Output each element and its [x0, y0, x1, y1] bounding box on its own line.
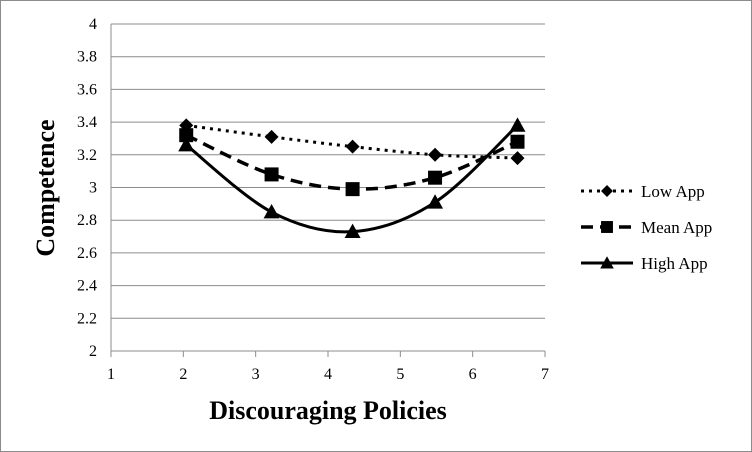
legend-item: Mean App: [581, 218, 712, 237]
y-tick-label: 2.8: [77, 212, 97, 229]
legend-label: Low App: [641, 182, 705, 201]
y-tick-label: 3.2: [77, 147, 97, 164]
y-axis-title: Competence: [31, 119, 60, 256]
x-axis-title: Discouraging Policies: [209, 396, 447, 425]
legend-label: High App: [641, 254, 708, 273]
series-mean-app: [179, 128, 525, 197]
data-point-diamond: [345, 139, 360, 154]
legend-item: Low App: [581, 182, 705, 201]
y-tick-label: 3.8: [77, 49, 97, 66]
x-tick-label: 5: [396, 366, 404, 383]
series-layer: [178, 117, 526, 239]
gridlines: [111, 23, 545, 352]
x-tick-label: 6: [469, 366, 477, 383]
legend-item: High App: [581, 254, 708, 273]
y-tick-label: 2.4: [77, 278, 97, 295]
data-point-diamond: [510, 151, 525, 166]
data-point-triangle: [263, 204, 280, 219]
data-point-triangle: [178, 136, 195, 152]
y-tick-label: 2.2: [77, 310, 97, 327]
data-point-square: [179, 128, 194, 143]
data-point-square: [345, 182, 360, 197]
data-point-square: [264, 167, 279, 182]
data-point-square: [428, 170, 443, 185]
axes: 22.22.42.62.833.23.43.63.841 2 3 4 5 6 7: [77, 16, 549, 383]
y-tick-label: 2: [89, 343, 97, 360]
y-tick-label: 3.6: [77, 81, 97, 98]
data-point-diamond: [428, 147, 443, 162]
data-point-diamond: [264, 129, 279, 144]
series-high-app: [178, 117, 526, 239]
y-tick-label: 2.6: [77, 245, 97, 262]
legend-marker: [600, 256, 614, 269]
legend: Low App Mean App High App: [581, 182, 712, 273]
x-tick-label: 3: [252, 366, 260, 383]
x-tick-label: 7: [541, 366, 549, 383]
data-point-square: [510, 134, 525, 149]
series-line: [186, 123, 518, 160]
x-tick-label: 4: [324, 366, 332, 383]
y-tick-label: 3.4: [77, 114, 97, 131]
data-point-triangle: [344, 223, 361, 239]
y-tick-label: 4: [89, 16, 97, 33]
data-point-triangle: [509, 117, 526, 132]
legend-marker: [601, 185, 613, 197]
x-tick-label: 1: [107, 366, 115, 383]
series-low-app: [179, 118, 525, 166]
y-tick-label: 3: [89, 180, 97, 197]
data-point-triangle: [427, 194, 444, 209]
x-tick-label: 2: [179, 366, 187, 383]
legend-label: Mean App: [641, 218, 712, 237]
legend-marker: [601, 221, 613, 233]
